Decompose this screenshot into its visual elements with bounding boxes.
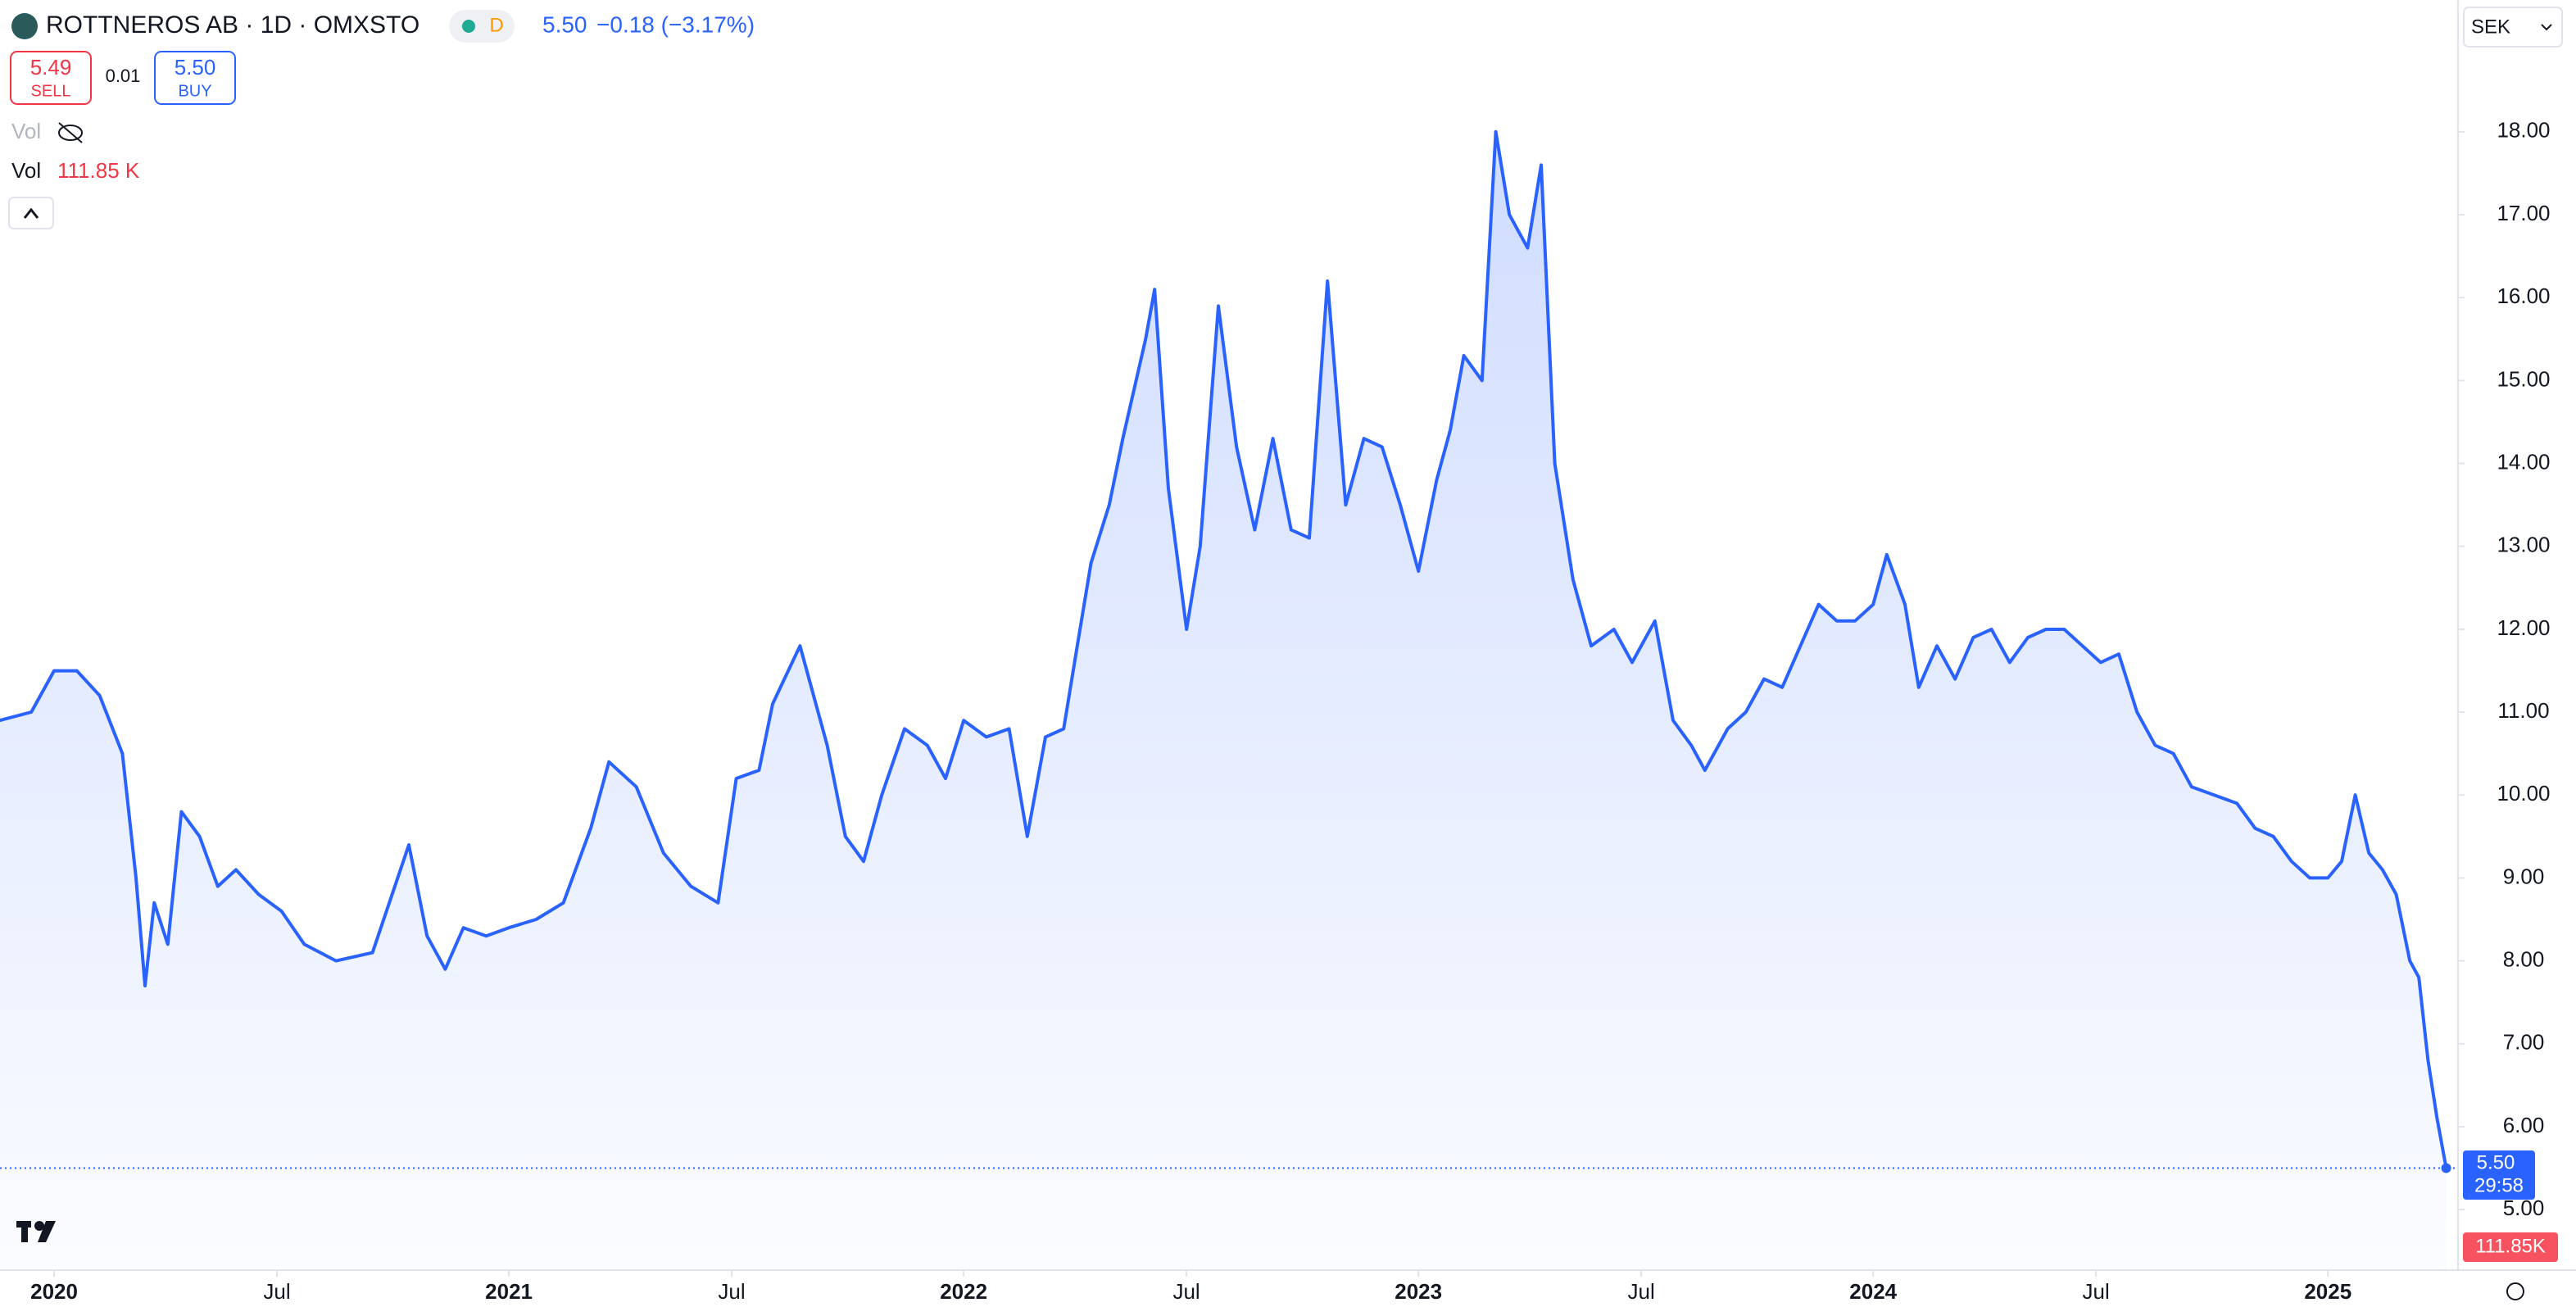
chevron-icon <box>23 207 39 219</box>
last-price-box <box>2463 1150 2535 1200</box>
y-tick-label: 17.00 <box>2497 201 2550 225</box>
y-tick-label: 9.00 <box>2503 864 2545 888</box>
x-tick-label: 2024 <box>1849 1279 1897 1304</box>
x-tick-label: Jul <box>1628 1279 1655 1304</box>
x-tick-label: 2025 <box>2304 1279 2352 1304</box>
price-line <box>0 129 2448 1169</box>
y-tick-label: 7.00 <box>2503 1030 2545 1055</box>
y-tick-label: 14.00 <box>2497 449 2550 474</box>
last-price: 5.50 <box>542 11 587 37</box>
symbol-title[interactable]: ROTTNEROS AB · 1D · OMXSTO <box>46 11 420 39</box>
x-tick-label: 2023 <box>1395 1279 1442 1304</box>
sell-label: SELL <box>31 82 71 100</box>
x-tick-label: Jul <box>718 1279 745 1304</box>
y-tick-label: 11.00 <box>2497 698 2549 723</box>
buy-price: 5.50 <box>175 55 216 79</box>
settings-icon[interactable] <box>2506 1282 2524 1300</box>
market-dot <box>462 20 475 33</box>
y-tick-label: 18.00 <box>2497 118 2550 143</box>
vol-value: 111.85 K <box>57 158 140 183</box>
x-tick-label: Jul <box>2083 1279 2110 1304</box>
y-tick-label: 5.00 <box>2503 1196 2545 1220</box>
sell-price: 5.49 <box>30 55 72 79</box>
x-tick-label: 2021 <box>485 1279 533 1304</box>
x-tick-label: Jul <box>1172 1279 1200 1304</box>
x-tick-label: Jul <box>263 1279 290 1304</box>
y-tick-label: 10.00 <box>2497 781 2550 805</box>
y-tick-label: 13.00 <box>2497 533 2550 557</box>
collapse-button[interactable] <box>8 197 54 229</box>
price-area <box>0 131 2447 1270</box>
hidden-indicator: Vol <box>11 119 41 143</box>
dropdown-icon <box>2541 24 2552 31</box>
buy-button[interactable] <box>154 51 236 105</box>
interval-badge: D <box>489 14 503 36</box>
x-tick-label: 2022 <box>940 1279 987 1304</box>
price-change: −0.18 (−3.17%) <box>596 11 755 37</box>
buy-label: BUY <box>178 82 211 100</box>
vol-label: Vol <box>11 158 41 183</box>
y-tick-label: 16.00 <box>2497 284 2550 308</box>
last-price-axis-label: 5.50 <box>2477 1151 2515 1173</box>
currency: SEK <box>2471 16 2510 38</box>
last-volume-label: 111.85K <box>2475 1235 2546 1257</box>
spread: 0.01 <box>106 66 141 86</box>
symbol-logo <box>11 13 38 39</box>
tv-logo <box>16 1221 56 1242</box>
currency-select[interactable] <box>2463 7 2563 48</box>
last-point <box>2441 1163 2451 1173</box>
y-tick-label: 12.00 <box>2497 615 2550 640</box>
countdown: 29:58 <box>2474 1174 2524 1196</box>
y-tick-label: 15.00 <box>2497 366 2550 391</box>
y-tick-label: 8.00 <box>2503 946 2545 971</box>
sell-button[interactable] <box>10 51 92 105</box>
eye-off-icon[interactable] <box>58 122 83 143</box>
y-tick-label: 6.00 <box>2503 1113 2545 1137</box>
x-tick-label: 2020 <box>30 1279 78 1304</box>
last-volume-box <box>2463 1232 2558 1262</box>
status-pill <box>449 10 515 43</box>
